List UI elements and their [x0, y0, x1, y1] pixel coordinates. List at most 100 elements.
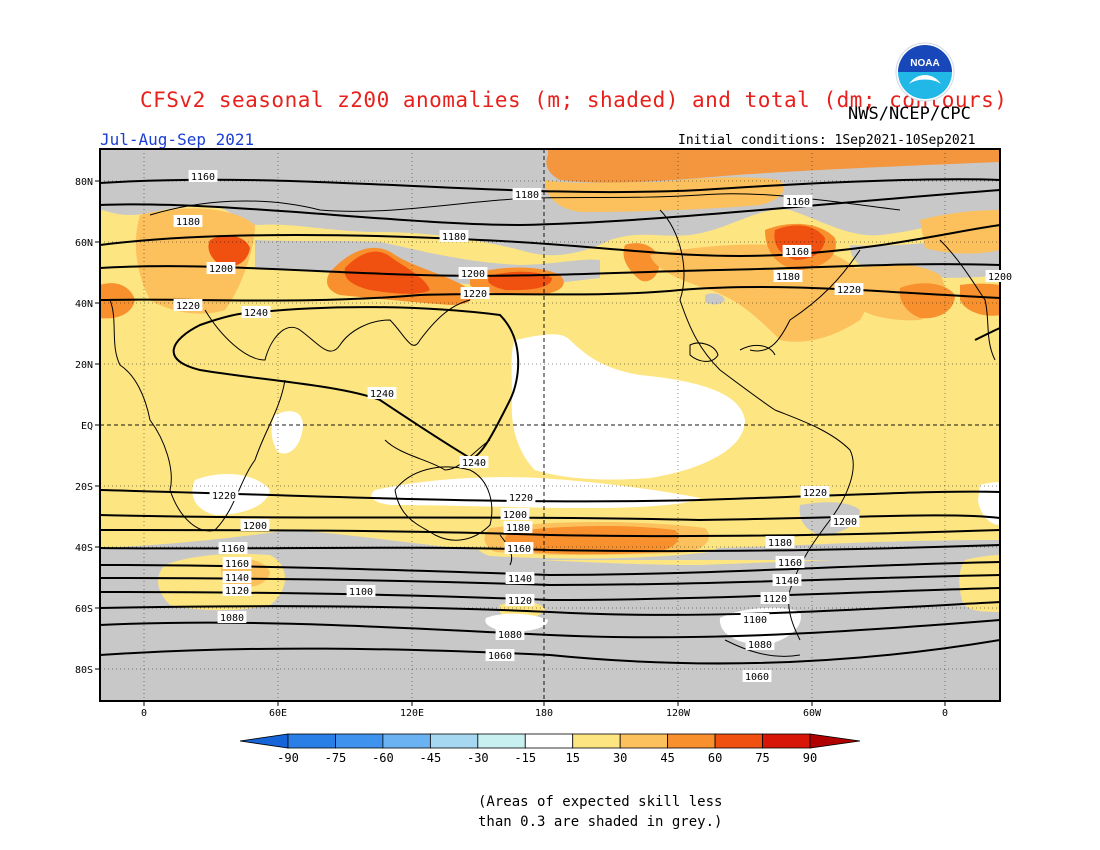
colorbar-swatch	[477, 733, 526, 749]
noaa-logo-text: NOAA	[910, 58, 939, 69]
contour-1240-east-edge	[974, 327, 1000, 341]
contour-1160b-north	[100, 189, 1000, 227]
colorbar-swatch	[667, 733, 716, 749]
contour-label: 1180	[515, 190, 539, 201]
contour-label: 1080	[498, 630, 522, 641]
anomaly-orange-europe	[135, 208, 255, 314]
contour-label: 1220	[176, 301, 200, 312]
contour-label: 1140	[508, 574, 532, 585]
contour-label-bg	[830, 515, 860, 527]
gulf-of-california-coast	[689, 342, 719, 362]
contour-label-bg	[240, 519, 270, 531]
contour-label-bg	[459, 456, 489, 468]
lon-label: 120E	[400, 708, 424, 719]
contour-1160-north	[100, 178, 1000, 194]
lon-label: 0	[942, 708, 948, 719]
contour-label-bg	[218, 542, 248, 554]
contour-label-bg	[217, 611, 247, 623]
contour-1200-north	[100, 263, 1000, 277]
contour-label-bg	[485, 649, 515, 661]
contour-label: 1240	[244, 308, 268, 319]
anomaly-orange-north-pacific	[545, 177, 784, 212]
contour-label: 1180	[506, 523, 530, 534]
skill-note-line-1: (Areas of expected skill less	[478, 794, 723, 810]
contour-1240-ring	[172, 306, 520, 459]
colorbar-swatch	[572, 733, 621, 749]
anomaly-gray-small-north-america	[705, 293, 725, 305]
contour-label: 1140	[225, 573, 249, 584]
contour-label-bg	[773, 270, 803, 282]
contour-1220-south	[100, 489, 1000, 503]
skill-note: (Areas of expected skill less than 0.3 a…	[478, 792, 722, 832]
contour-label: 1220	[463, 289, 487, 300]
colorbar-swatch	[619, 733, 669, 749]
contour-label-bg	[504, 542, 534, 554]
contour-label-bg	[495, 628, 525, 640]
contour-label: 1180	[768, 538, 792, 549]
anomaly-red-west-asia	[208, 235, 250, 267]
contour-label: 1180	[442, 232, 466, 243]
colorbar-label: 75	[755, 751, 769, 765]
contour-label-bg	[439, 230, 469, 242]
contour-1100-south	[100, 601, 1000, 616]
colorbar-label: -30	[467, 751, 489, 765]
axis-labels: 80N 60N 40N 20N EQ 20S 40S 60S 80S 0 60E 120E 180 120…	[75, 177, 948, 719]
contour-label-bg	[500, 508, 530, 520]
colorbar-label: 30	[613, 751, 627, 765]
lat-label: 60S	[75, 604, 93, 615]
contour-label: 1200	[988, 272, 1012, 283]
contour-label-bg	[458, 267, 488, 279]
colorbar-swatch	[287, 733, 336, 749]
contour-label: 1160	[507, 544, 531, 555]
lon-label: 60E	[269, 708, 287, 719]
contour-label-bg	[241, 306, 271, 318]
colorbar-label: -60	[372, 751, 394, 765]
contour-label: 1160	[778, 558, 802, 569]
contour-label-bg	[505, 572, 535, 584]
contour-label-bg	[783, 195, 813, 207]
contour-label: 1200	[209, 264, 233, 275]
arctic-coast	[149, 193, 901, 216]
anomaly-light-south-left	[158, 553, 285, 611]
gulf-of-mexico-coast	[739, 344, 776, 356]
contour-1200-south	[100, 514, 1000, 522]
europe-coast	[939, 239, 996, 361]
contour-label-bg	[503, 521, 533, 533]
contour-1180-north	[100, 224, 1000, 257]
colorbar-label: 45	[660, 751, 674, 765]
skill-grey-mid-south	[100, 530, 1000, 560]
lon-label: 180	[535, 708, 553, 719]
skill-grey-north	[100, 149, 1000, 256]
contour-label: 1220	[212, 491, 236, 502]
anomaly-orange-north-edge	[100, 149, 1000, 183]
contour-label: 1220	[803, 488, 827, 499]
skill-note-line-2: than 0.3 are shaded in grey.)	[478, 814, 723, 830]
asia-south-coast	[204, 299, 471, 361]
contour-label: 1160	[221, 544, 245, 555]
chart-title: CFSv2 seasonal z200 anomalies (m; shaded…	[140, 88, 1008, 112]
lat-label: EQ	[81, 421, 93, 432]
period-label: Jul-Aug-Sep 2021	[100, 130, 255, 149]
contour-label: 1200	[833, 517, 857, 528]
antarctic-peninsula-coast	[724, 639, 801, 657]
contour-label: 1220	[837, 285, 861, 296]
lon-label: 120W	[666, 708, 691, 719]
contour-label: 1180	[176, 217, 200, 228]
contour-label-bg	[209, 489, 239, 501]
lat-label: 20S	[75, 482, 93, 493]
lat-label: 80N	[75, 177, 93, 188]
africa-coast	[109, 299, 286, 532]
neutral-white-indian	[271, 411, 303, 454]
contour-label-bg	[505, 594, 535, 606]
contour-label: 1160	[785, 247, 809, 258]
contour-label-bg	[188, 170, 218, 182]
contour-label-bg	[506, 491, 536, 503]
contour-label-bg	[222, 584, 252, 596]
contour-label-bg	[775, 556, 805, 568]
indonesia-coast	[384, 439, 491, 471]
contour-label: 1140	[775, 576, 799, 587]
colorbar-label: -75	[325, 751, 347, 765]
contour-label: 1060	[488, 651, 512, 662]
contour-label: 1160	[225, 559, 249, 570]
contour-labels: 1160 1180 1160 1180 1180 1160 1200 1200 1180 1200…	[173, 170, 1015, 683]
